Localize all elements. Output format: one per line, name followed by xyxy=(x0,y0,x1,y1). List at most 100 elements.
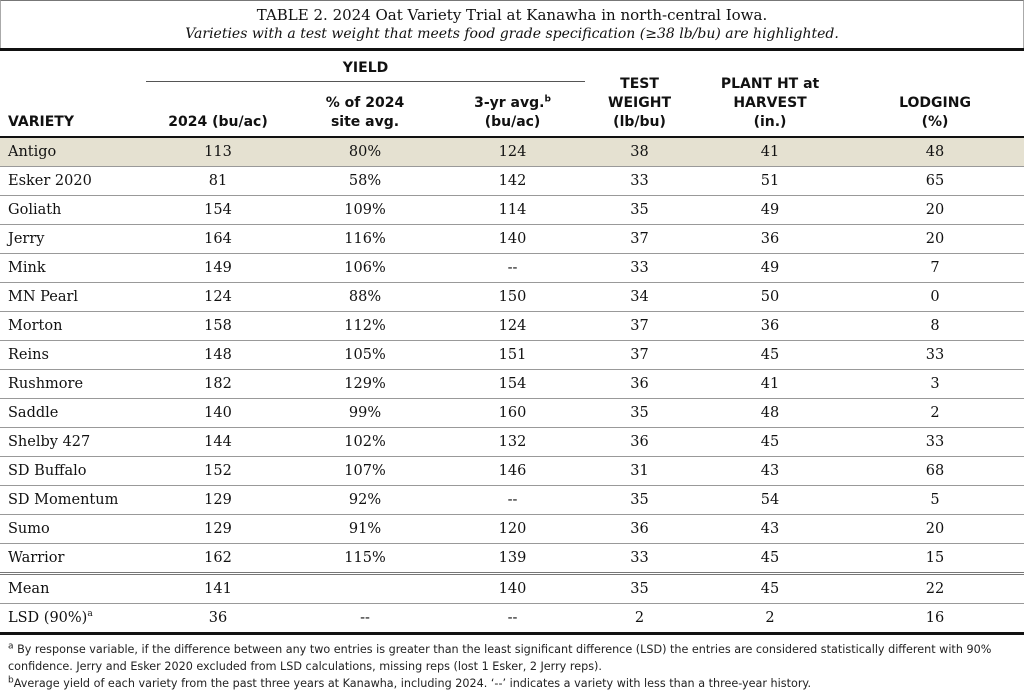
row-lodging: 20 xyxy=(846,224,1024,254)
row-lodging: 68 xyxy=(846,456,1024,486)
row-test-weight: 31 xyxy=(585,456,695,486)
row-lodging: 7 xyxy=(846,253,1024,283)
row-lodging: 15 xyxy=(846,543,1024,574)
row-variety: SD Buffalo xyxy=(0,456,146,486)
row-pct: 92% xyxy=(290,485,440,515)
row-avg3: 154 xyxy=(440,369,586,399)
table-row: Shelby 427 144 102% 132 36 45 33 xyxy=(0,427,1024,457)
row-plant-height: 45 xyxy=(694,427,847,457)
row-plant-height: 50 xyxy=(694,282,847,312)
table-row: Warrior 162 115% 139 33 45 15 xyxy=(0,543,1024,574)
row-lodging: 0 xyxy=(846,282,1024,312)
row-test-weight: 33 xyxy=(585,166,695,196)
row-pct: -- xyxy=(290,603,440,635)
row-test-weight: 35 xyxy=(585,572,695,604)
row-test-weight: 38 xyxy=(585,137,695,167)
footnotes: a By response variable, if the differenc… xyxy=(0,635,1024,692)
row-test-weight: 37 xyxy=(585,311,695,341)
row-lodging: 16 xyxy=(846,603,1024,635)
row-lodging: 2 xyxy=(846,398,1024,428)
row-plant-height: 49 xyxy=(694,195,847,225)
mean-row: Mean 141 140 35 45 22 xyxy=(0,572,1024,604)
row-plant-height: 41 xyxy=(694,369,847,399)
row-plant-height: 43 xyxy=(694,514,847,544)
table-row: Saddle 140 99% 160 35 48 2 xyxy=(0,398,1024,428)
row-avg3: -- xyxy=(440,485,586,515)
table-body: Antigo 113 80% 124 38 41 48 Esker 2020 81 58% 142 3… xyxy=(0,137,1024,635)
row-pct: 129% xyxy=(290,369,440,399)
row-yield: 148 xyxy=(146,340,290,370)
table-row: Antigo 113 80% 124 38 41 48 xyxy=(0,137,1024,167)
row-yield: 162 xyxy=(146,543,290,574)
oat-variety-table: VARIETY YIELD TEST WEIGHT (lb/bu) PLANT HT… xyxy=(0,48,1024,635)
row-lodging: 22 xyxy=(846,572,1024,604)
row-plant-height: 43 xyxy=(694,456,847,486)
row-lodging: 3 xyxy=(846,369,1024,399)
row-plant-height: 48 xyxy=(694,398,847,428)
row-yield: 129 xyxy=(146,514,290,544)
row-lodging: 33 xyxy=(846,427,1024,457)
row-avg3: -- xyxy=(440,603,586,635)
row-lodging: 65 xyxy=(846,166,1024,196)
row-variety: Warrior xyxy=(0,543,146,574)
title-block: TABLE 2. 2024 Oat Variety Trial at Kanaw… xyxy=(0,0,1024,48)
row-avg3: 150 xyxy=(440,282,586,312)
row-yield: 140 xyxy=(146,398,290,428)
row-yield: 182 xyxy=(146,369,290,399)
row-avg3: 139 xyxy=(440,543,586,574)
row-yield: 129 xyxy=(146,485,290,515)
row-test-weight: 36 xyxy=(585,514,695,544)
row-lodging: 33 xyxy=(846,340,1024,370)
row-variety: Saddle xyxy=(0,398,146,428)
row-plant-height: 45 xyxy=(694,340,847,370)
row-avg3: 140 xyxy=(440,224,586,254)
lsd-row: LSD (90%)a 36 -- -- 2 2 16 xyxy=(0,603,1024,635)
row-variety: Reins xyxy=(0,340,146,370)
row-avg3: 140 xyxy=(440,572,586,604)
row-avg3: 120 xyxy=(440,514,586,544)
row-pct: 109% xyxy=(290,195,440,225)
table-row: Mink 149 106% -- 33 49 7 xyxy=(0,253,1024,283)
row-pct: 88% xyxy=(290,282,440,312)
row-avg3: 124 xyxy=(440,137,586,167)
row-test-weight: 33 xyxy=(585,253,695,283)
row-pct: 102% xyxy=(290,427,440,457)
row-pct: 99% xyxy=(290,398,440,428)
row-test-weight: 33 xyxy=(585,543,695,574)
table-row: Morton 158 112% 124 37 36 8 xyxy=(0,311,1024,341)
row-variety: LSD (90%)a xyxy=(0,603,146,635)
row-yield: 141 xyxy=(146,572,290,604)
row-yield: 36 xyxy=(146,603,290,635)
row-plant-height: 51 xyxy=(694,166,847,196)
row-variety: Goliath xyxy=(0,195,146,225)
row-pct: 58% xyxy=(290,166,440,196)
row-test-weight: 35 xyxy=(585,485,695,515)
row-test-weight: 2 xyxy=(585,603,695,635)
table-row: Rushmore 182 129% 154 36 41 3 xyxy=(0,369,1024,399)
row-variety: Antigo xyxy=(0,137,146,167)
row-lodging: 5 xyxy=(846,485,1024,515)
header-3yr-avg: 3-yr avg.b (bu/ac) xyxy=(440,81,586,138)
row-yield: 154 xyxy=(146,195,290,225)
row-avg3: 132 xyxy=(440,427,586,457)
table-row: Reins 148 105% 151 37 45 33 xyxy=(0,340,1024,370)
row-yield: 144 xyxy=(146,427,290,457)
header-pct-site-avg: % of 2024 site avg. xyxy=(290,81,440,138)
row-variety: Sumo xyxy=(0,514,146,544)
row-avg3: 124 xyxy=(440,311,586,341)
row-pct: 80% xyxy=(290,137,440,167)
row-plant-height: 41 xyxy=(694,137,847,167)
table-row: SD Momentum 129 92% -- 35 54 5 xyxy=(0,485,1024,515)
row-plant-height: 54 xyxy=(694,485,847,515)
row-test-weight: 36 xyxy=(585,427,695,457)
header-yield-group: YIELD xyxy=(146,49,586,82)
row-test-weight: 37 xyxy=(585,340,695,370)
table-subtitle: Varieties with a test weight that meets … xyxy=(185,26,839,42)
row-yield: 164 xyxy=(146,224,290,254)
row-pct: 116% xyxy=(290,224,440,254)
table-row: Jerry 164 116% 140 37 36 20 xyxy=(0,224,1024,254)
row-yield: 81 xyxy=(146,166,290,196)
row-variety: Shelby 427 xyxy=(0,427,146,457)
header-test-weight: TEST WEIGHT (lb/bu) xyxy=(585,49,695,138)
